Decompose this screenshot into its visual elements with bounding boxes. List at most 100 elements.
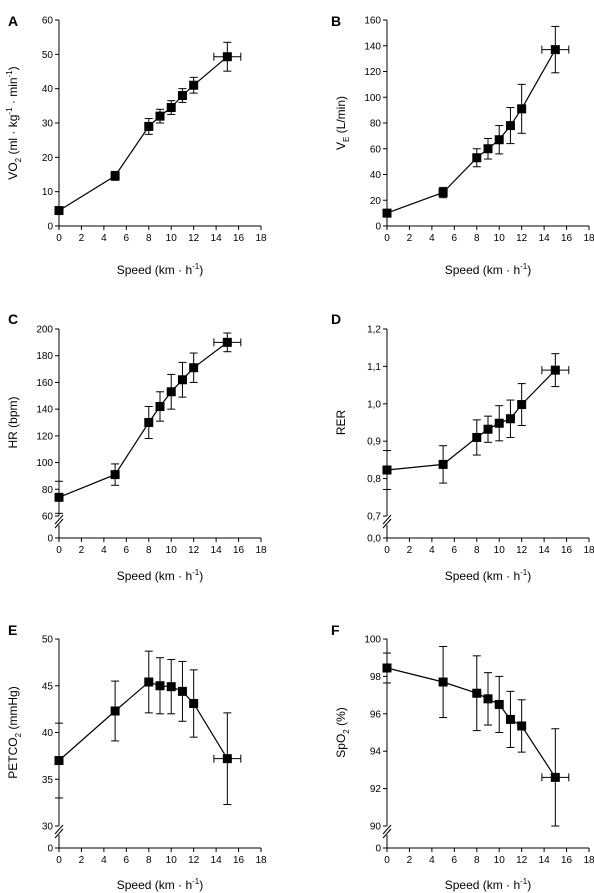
y-tick-label: 0: [47, 844, 53, 855]
x-tick-label: 16: [561, 855, 573, 866]
y-tick-label: 10: [42, 187, 54, 198]
x-axis-label: Speed (km · h-1): [445, 262, 532, 277]
x-axis-label: Speed (km · h-1): [445, 568, 532, 583]
x-tick-label: 6: [124, 855, 130, 866]
y-axis-label-rest: (L/min): [334, 96, 348, 137]
y-tick-label: 100: [364, 635, 381, 646]
x-tick-label: 6: [124, 545, 130, 556]
y-tick-label: 1,0: [367, 399, 381, 410]
x-tick-label: 0: [384, 855, 390, 866]
x-tick-label: 14: [539, 545, 551, 556]
x-tick-label: 4: [429, 855, 435, 866]
y-tick-label: 20: [42, 153, 54, 164]
y-tick-label: 80: [42, 485, 54, 496]
x-tick-label: 8: [146, 233, 152, 244]
y-axis-label-text: RER: [334, 410, 348, 436]
x-axis-label-end: ): [199, 263, 203, 277]
series-line: [386, 369, 556, 471]
x-tick-label: 10: [494, 855, 506, 866]
x-tick-label: 2: [79, 855, 85, 866]
axis-break-mark: [54, 828, 64, 839]
data-point: [382, 465, 392, 475]
data-point: [382, 663, 392, 673]
y-tick-label: 0: [375, 222, 381, 233]
axis-break-mark: [54, 824, 64, 835]
y-axis-label-sub: E: [342, 137, 351, 142]
data-point: [382, 208, 392, 218]
data-point: [472, 688, 482, 698]
data-point: [54, 492, 64, 502]
x-tick-label: 18: [255, 855, 267, 866]
x-tick-label: 2: [407, 545, 413, 556]
y-tick-label: 0,0: [367, 534, 381, 545]
x-tick-label: 6: [452, 545, 458, 556]
data-point: [505, 121, 515, 131]
data-point: [550, 45, 560, 55]
data-point: [472, 432, 482, 442]
chart-panel-d: D 0,0 0,7 0,8 0,9 1,0 1,1 1,2 0 2 4 6 8 10 12 14 16 18 Spe…: [331, 311, 594, 583]
x-tick-label: 4: [101, 233, 107, 244]
y-axis-label: PETCO2 (mmHg): [6, 686, 23, 778]
x-tick-label: 4: [429, 233, 435, 244]
y-tick-label: 120: [36, 431, 53, 442]
y-tick-label: 98: [370, 672, 382, 683]
y-tick-label: 200: [36, 325, 53, 336]
x-tick-label: 18: [583, 233, 594, 244]
x-tick-label: 14: [211, 545, 223, 556]
y-tick-label: 40: [42, 728, 54, 739]
y-tick-label: 0,8: [367, 474, 381, 485]
y-tick-label: 60: [370, 144, 382, 155]
x-tick-label: 0: [56, 545, 62, 556]
x-tick-label: 6: [452, 233, 458, 244]
x-tick-label: 4: [429, 545, 435, 556]
x-tick-label: 10: [166, 233, 178, 244]
y-tick-label: 0: [47, 222, 53, 233]
y-tick-label: 96: [370, 709, 382, 720]
data-point: [550, 772, 560, 782]
data-point: [517, 104, 527, 114]
x-axis-label: Speed (km · h-1): [117, 877, 204, 892]
data-point: [155, 111, 165, 121]
y-tick-label: 0,9: [367, 437, 381, 448]
x-tick-label: 18: [583, 855, 594, 866]
axis-break-mark: [382, 514, 392, 525]
x-tick-label: 8: [474, 233, 480, 244]
chart-panel-f: F 0 90 92 94 96 98 100 0 2 4 6 8 10 12 14 16 18 Speed (km …: [331, 622, 594, 892]
data-point: [166, 103, 176, 113]
x-tick-label: 8: [474, 545, 480, 556]
y-axis-label-sub: 2: [14, 732, 23, 737]
y-axis-label-sup: -1: [5, 70, 14, 78]
x-axis-label-text: Speed (km · h: [445, 878, 520, 892]
y-tick-label: 40: [42, 84, 54, 95]
x-tick-label: 10: [166, 855, 178, 866]
data-point: [505, 414, 515, 424]
series-line: [58, 341, 228, 498]
panel-label: B: [331, 13, 341, 29]
data-point: [177, 686, 187, 696]
data-point: [155, 681, 165, 691]
data-point: [144, 677, 154, 687]
x-tick-label: 6: [124, 233, 130, 244]
y-axis-label-text: SpO: [334, 734, 348, 758]
x-axis-label-sup: -1: [192, 877, 200, 886]
y-tick-label: 60: [42, 512, 54, 523]
x-tick-label: 0: [384, 233, 390, 244]
y-tick-label: 160: [364, 16, 381, 27]
x-axis-label: Speed (km · h-1): [117, 568, 204, 583]
y-axis-label: VO2 (ml · kg-1 · min-1): [5, 66, 23, 179]
x-axis-label-text: Speed (km · h: [445, 263, 520, 277]
data-point: [110, 171, 120, 181]
x-axis-label-sup: -1: [192, 568, 200, 577]
data-point: [517, 400, 527, 410]
panel-label: F: [331, 622, 340, 638]
y-tick-label: 50: [42, 635, 54, 646]
x-tick-label: 10: [494, 233, 506, 244]
x-tick-label: 0: [56, 233, 62, 244]
y-axis-label: RER: [334, 410, 348, 436]
x-axis-label-text: Speed (km · h: [117, 569, 192, 583]
y-axis-label-text: HR (bpm): [6, 396, 20, 448]
data-point: [438, 188, 448, 198]
y-tick-label: 35: [42, 775, 54, 786]
y-axis-label-rest: (mmHg): [6, 686, 20, 733]
data-point: [54, 756, 64, 766]
